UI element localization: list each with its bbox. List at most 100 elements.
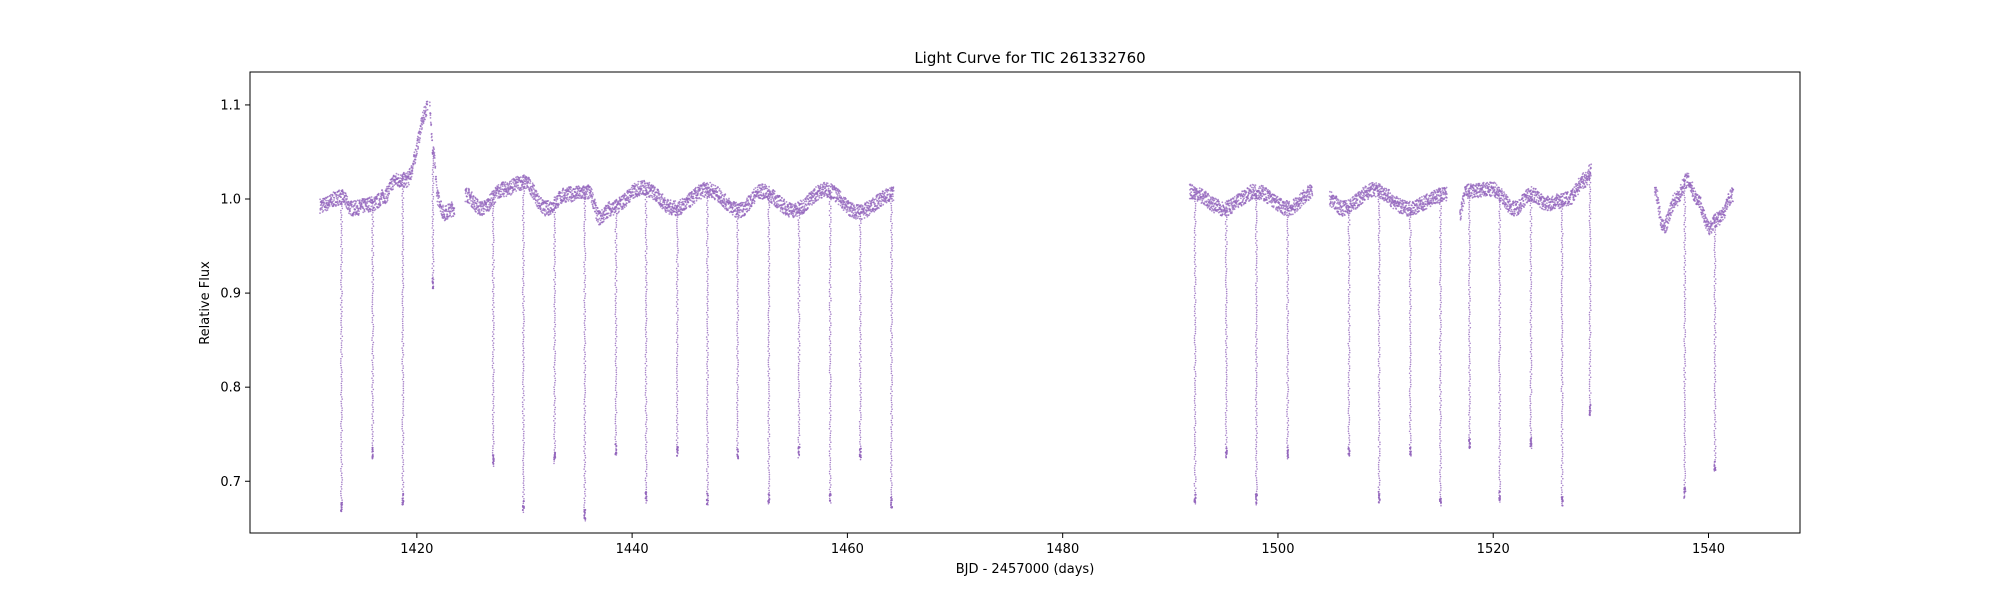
flux-point — [887, 189, 890, 192]
flux-point — [759, 183, 761, 186]
flux-point — [667, 210, 669, 213]
flux-point — [696, 197, 699, 200]
flux-point — [605, 209, 607, 212]
flux-point — [376, 197, 379, 200]
flux-point — [636, 195, 639, 198]
flux-point — [529, 180, 532, 183]
flux-point — [1330, 191, 1333, 194]
flux-point — [669, 199, 672, 202]
flux-point — [693, 202, 696, 205]
flux-point — [678, 201, 681, 203]
flux-point — [1310, 186, 1313, 189]
flux-point — [596, 214, 599, 217]
flux-point — [468, 202, 471, 205]
flux-point — [687, 201, 690, 204]
flux-point — [358, 212, 360, 215]
flux-point — [391, 183, 393, 185]
flux-point — [695, 199, 698, 202]
flux-point — [394, 175, 397, 178]
flux-point — [549, 213, 552, 215]
flux-point — [579, 187, 581, 189]
flux-point — [652, 185, 655, 188]
flux-point — [673, 202, 676, 205]
flux-point — [322, 209, 325, 212]
flux-point — [1379, 183, 1381, 186]
flux-point — [635, 189, 638, 191]
flux-point — [828, 184, 830, 187]
flux-point — [638, 192, 641, 195]
flux-point — [659, 193, 661, 196]
flux-point — [756, 188, 759, 191]
flux-point — [1261, 195, 1264, 198]
flux-point — [471, 191, 473, 194]
flux-point — [1233, 196, 1236, 198]
flux-point — [753, 200, 756, 203]
flux-point — [836, 193, 839, 196]
flux-point — [338, 189, 341, 192]
flux-point — [1345, 200, 1348, 202]
flux-point — [367, 206, 370, 209]
flux-point — [446, 217, 449, 220]
flux-point — [694, 189, 697, 192]
flux-point — [640, 188, 643, 190]
flux-point — [650, 189, 653, 192]
flux-point — [746, 197, 748, 200]
flux-point — [410, 175, 413, 178]
flux-point — [426, 100, 429, 103]
flux-point — [1235, 205, 1237, 208]
flux-point — [353, 200, 356, 202]
flux-point — [1262, 185, 1264, 187]
flux-point — [1258, 198, 1261, 201]
flux-point — [825, 189, 828, 191]
flux-point — [353, 204, 356, 207]
flux-point — [386, 200, 388, 203]
flux-point — [870, 201, 873, 204]
flux-point — [326, 209, 329, 211]
flux-point — [348, 201, 350, 204]
flux-point — [633, 191, 635, 193]
flux-point — [324, 204, 327, 207]
flux-point — [1280, 198, 1283, 201]
flux-point — [666, 201, 668, 204]
flux-point — [761, 188, 764, 191]
flux-point — [566, 198, 568, 201]
flux-point — [657, 190, 660, 193]
flux-point — [420, 131, 422, 134]
flux-point — [415, 150, 418, 153]
flux-point — [414, 161, 417, 164]
flux-point — [1409, 200, 1411, 203]
flux-point — [400, 182, 402, 185]
flux-point — [642, 189, 645, 192]
flux-point — [636, 184, 638, 187]
flux-point — [752, 197, 755, 200]
flux-point — [813, 201, 816, 204]
flux-point — [861, 218, 863, 220]
flux-point — [437, 191, 440, 194]
flux-point — [430, 123, 433, 126]
flux-point — [734, 208, 737, 211]
flux-point — [419, 127, 421, 130]
flux-point — [697, 192, 699, 194]
flux-point — [629, 198, 631, 201]
flux-point — [500, 190, 503, 193]
flux-point — [1215, 198, 1218, 201]
flux-point — [815, 186, 817, 188]
flux-point — [811, 203, 813, 206]
flux-point — [416, 152, 418, 155]
flux-point — [851, 202, 854, 205]
flux-point — [402, 178, 405, 180]
flux-point — [1359, 195, 1362, 197]
flux-point — [1365, 185, 1367, 188]
flux-point — [842, 209, 845, 212]
flux-point — [538, 195, 540, 198]
flux-point — [426, 108, 429, 111]
flux-point — [419, 125, 422, 128]
flux-point — [508, 192, 511, 195]
flux-point — [837, 203, 840, 206]
flux-point — [429, 117, 432, 119]
flux-point — [670, 213, 673, 216]
flux-point — [845, 198, 847, 200]
flux-point — [1404, 211, 1407, 214]
flux-point — [423, 116, 425, 119]
flux-point — [346, 195, 349, 198]
